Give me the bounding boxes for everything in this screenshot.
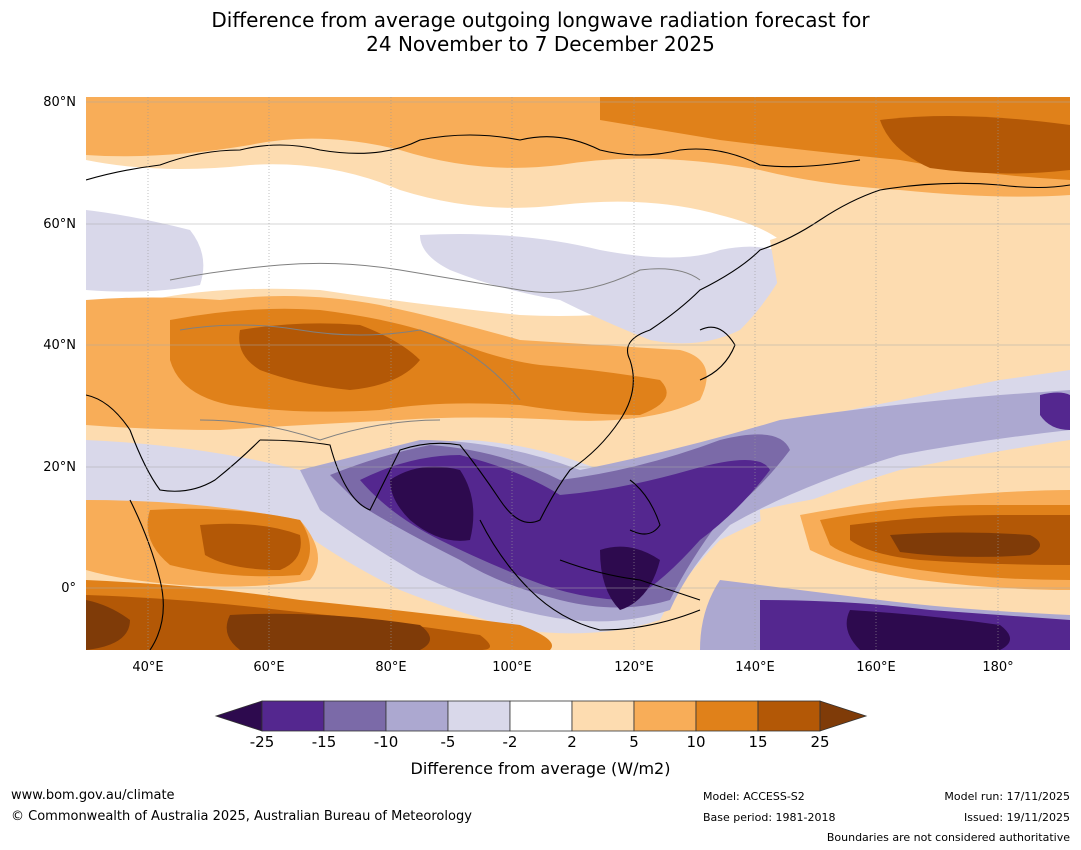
lon-label-60e: 60°E bbox=[253, 660, 285, 675]
lat-label-40n: 40°N bbox=[43, 338, 76, 353]
colorbar-tick: -15 bbox=[311, 733, 337, 751]
lat-label-60n: 60°N bbox=[43, 217, 76, 232]
map-title-line-1: Difference from average outgoing longwav… bbox=[211, 8, 870, 32]
colorbar-tick: 15 bbox=[748, 733, 768, 751]
colorbar-bin bbox=[447, 700, 511, 732]
colorbar-tick: 25 bbox=[810, 733, 830, 751]
issued-text: Issued: 19/11/2025 bbox=[963, 811, 1070, 824]
lon-label-140e: 140°E bbox=[735, 660, 775, 675]
lon-label-80e: 80°E bbox=[375, 660, 407, 675]
colorbar-bin bbox=[385, 700, 449, 732]
graticule bbox=[86, 97, 1070, 650]
map-area: 80°N 60°N 40°N 20°N 0° 40°E 60°E 80°E 10… bbox=[43, 95, 1070, 675]
lat-label-80n: 80°N bbox=[43, 95, 76, 110]
colorbar-bin bbox=[757, 700, 821, 732]
website-link[interactable]: www.bom.gov.au/climate bbox=[11, 788, 175, 803]
colorbar-arrow-low bbox=[214, 700, 263, 732]
colorbar-tick: -25 bbox=[249, 733, 275, 751]
colorbar-arrow-high bbox=[819, 700, 868, 732]
colorbar-bin bbox=[633, 700, 697, 732]
map-title-line-2: 24 November to 7 December 2025 bbox=[366, 32, 715, 56]
colorbar-tick: -5 bbox=[440, 733, 456, 751]
colorbar-bin bbox=[695, 700, 759, 732]
colorbar-tick: -10 bbox=[373, 733, 399, 751]
base-period-text: Base period: 1981-2018 bbox=[703, 811, 836, 824]
copyright-text: © Commonwealth of Australia 2025, Austra… bbox=[11, 809, 472, 824]
lon-label-180: 180° bbox=[982, 660, 1014, 675]
colorbar-tick: 5 bbox=[629, 733, 639, 751]
lon-label-120e: 120°E bbox=[614, 660, 654, 675]
colorbar-bin bbox=[323, 700, 387, 732]
colorbar-tick: 2 bbox=[567, 733, 577, 751]
colorbar-tick: 10 bbox=[686, 733, 706, 751]
disclaimer-text: Boundaries are not considered authoritat… bbox=[826, 831, 1070, 844]
colorbar-bin bbox=[509, 700, 573, 732]
anomaly-field bbox=[86, 97, 1070, 650]
colorbar-bin bbox=[261, 700, 325, 732]
colorbar-tick: -2 bbox=[502, 733, 518, 751]
lon-label-160e: 160°E bbox=[856, 660, 896, 675]
lat-label-0: 0° bbox=[61, 581, 76, 596]
lon-label-40e: 40°E bbox=[132, 660, 164, 675]
colorbar-label: Difference from average (W/m2) bbox=[410, 759, 671, 778]
model-run-text: Model run: 17/11/2025 bbox=[944, 790, 1070, 803]
lat-label-20n: 20°N bbox=[43, 460, 76, 475]
colorbar bbox=[214, 700, 868, 732]
lon-label-100e: 100°E bbox=[492, 660, 532, 675]
model-text: Model: ACCESS-S2 bbox=[703, 790, 805, 803]
colorbar-bin bbox=[571, 700, 635, 732]
